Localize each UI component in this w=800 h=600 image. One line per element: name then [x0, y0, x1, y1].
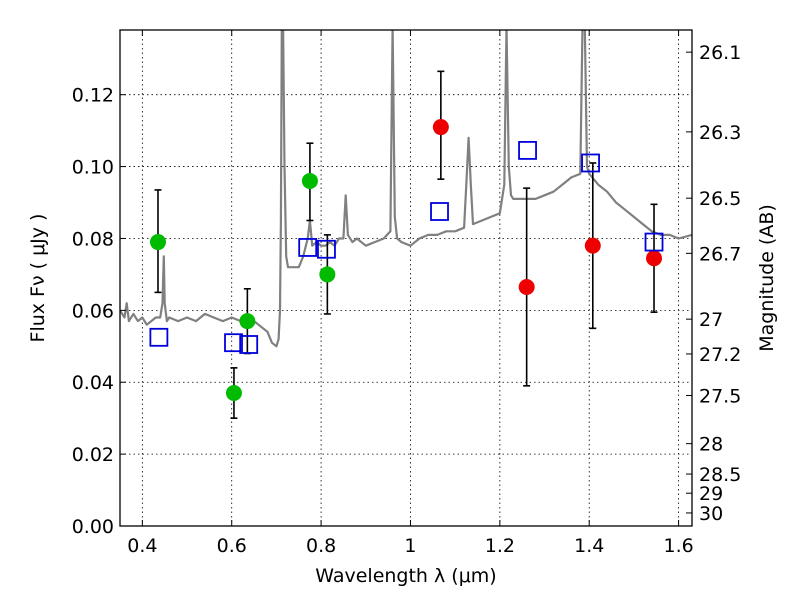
x-tick-label: 0.6	[217, 535, 247, 557]
data-point-circle	[646, 250, 663, 267]
data-point-circle	[518, 278, 535, 295]
x-tick-label: 1.4	[574, 535, 604, 557]
data-point-square	[239, 335, 259, 354]
mag-tick-label: 26.5	[699, 188, 741, 210]
data-point-square	[298, 238, 318, 257]
mag-tick-label: 28.5	[699, 464, 741, 486]
plot-frame	[119, 29, 693, 527]
data-point-circle	[239, 313, 256, 330]
y-tick-label: 0.02	[72, 444, 114, 466]
x-tick-label: 1.2	[485, 535, 515, 557]
data-point-circle	[584, 237, 601, 254]
data-point-square	[224, 333, 243, 353]
x-axis: 0.4 0.6 0.8 1 1.2 1.4 1.6	[127, 30, 694, 557]
data-point-square	[317, 239, 336, 259]
y-tick-label: 0.04	[72, 372, 114, 394]
mag-tick-label: 26.3	[699, 122, 741, 144]
data-point-circle	[225, 385, 242, 402]
y-axis-right-label: Magnitude (AB)	[756, 204, 778, 352]
y-axis-label: Flux Fν ( μJy )	[27, 214, 49, 343]
mag-tick-label: 29	[699, 483, 723, 505]
data-point-circle	[301, 172, 318, 189]
y-tick-label: 0.00	[72, 516, 114, 538]
y-tick-label: 0.12	[72, 85, 114, 107]
mag-tick-label: 27.5	[699, 385, 741, 407]
x-axis-label: Wavelength λ (μm)	[315, 565, 496, 587]
data-point-square	[518, 141, 537, 160]
data-point-square	[581, 153, 600, 173]
model-spectrum	[120, 30, 692, 348]
data-point-circle	[432, 119, 449, 136]
y-axis-left: 0.00 0.02 0.04 0.06 0.08 0.10 0.12	[72, 85, 126, 538]
y-tick-label: 0.10	[72, 157, 114, 179]
x-tick-label: 1.6	[663, 535, 693, 557]
data-point-square	[430, 202, 449, 221]
mag-tick-label: 30	[699, 503, 723, 525]
x-tick-label: 1	[404, 535, 416, 557]
data-point-square	[149, 327, 169, 347]
mag-tick-label: 27.2	[699, 344, 741, 366]
x-tick-label: 0.4	[127, 535, 157, 557]
y-tick-label: 0.06	[72, 300, 114, 322]
data-point-circle	[149, 234, 166, 251]
data-point-circle	[319, 266, 336, 283]
data-point-square	[644, 232, 664, 252]
mag-tick-label: 26.1	[699, 42, 741, 64]
mag-tick-label: 27	[699, 309, 723, 331]
mag-tick-label: 28	[699, 434, 723, 456]
x-tick-label: 0.8	[306, 535, 336, 557]
spectrum-line	[120, 30, 692, 348]
y-tick-label: 0.08	[72, 228, 114, 250]
data-markers	[149, 119, 664, 402]
grid-lines	[120, 30, 692, 527]
mag-tick-label: 26.7	[699, 243, 741, 265]
